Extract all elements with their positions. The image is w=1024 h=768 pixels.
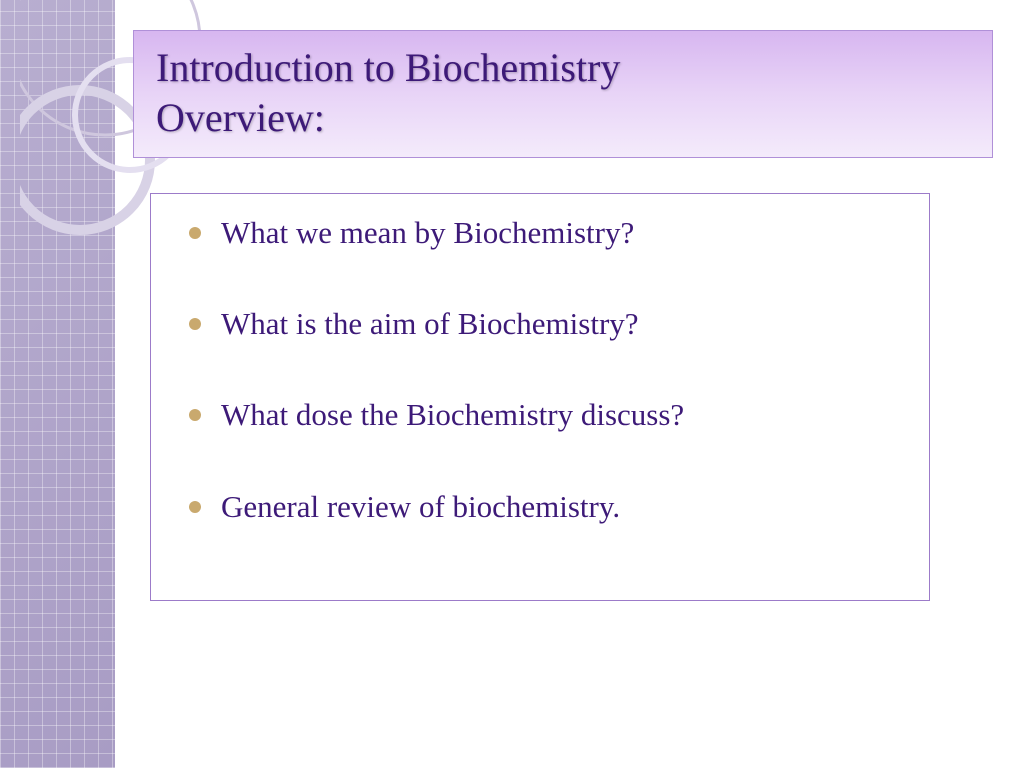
slide-title: Introduction to Biochemistry Overview: (156, 43, 620, 143)
bullet-item: What dose the Biochemistry discuss? (189, 396, 901, 433)
decorative-sidebar (0, 0, 115, 768)
slide-content-box: What we mean by Biochemistry? What is th… (150, 193, 930, 601)
bullet-item: General review of biochemistry. (189, 488, 901, 525)
slide-title-box: Introduction to Biochemistry Overview: (133, 30, 993, 158)
bullet-item: What is the aim of Biochemistry? (189, 305, 901, 342)
bullet-list: What we mean by Biochemistry? What is th… (189, 214, 901, 525)
title-line-2: Overview: (156, 95, 325, 140)
title-line-1: Introduction to Biochemistry (156, 45, 620, 90)
bullet-item: What we mean by Biochemistry? (189, 214, 901, 251)
